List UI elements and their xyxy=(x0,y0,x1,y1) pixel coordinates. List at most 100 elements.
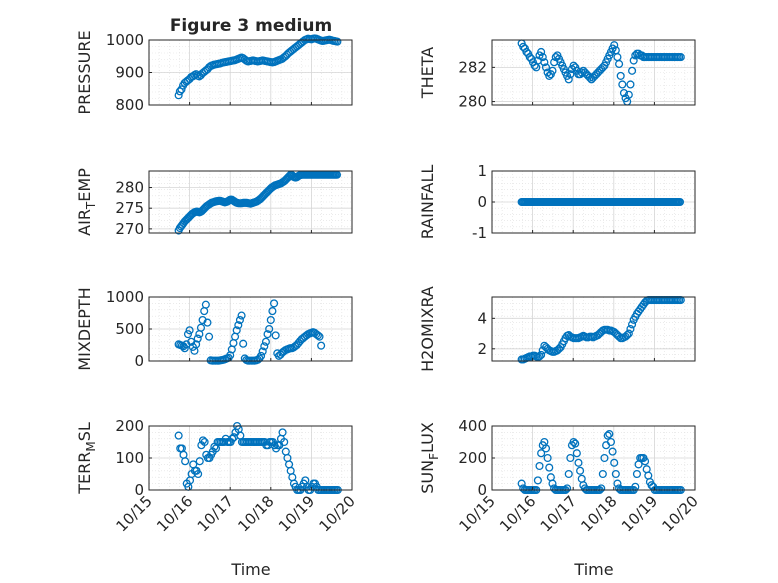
data-point xyxy=(629,56,638,65)
data-point xyxy=(228,434,237,443)
y-axis-label: MIXDEPTH xyxy=(75,287,94,370)
subplot-theta: 280 282 THETA xyxy=(418,39,696,111)
x-tick-label: 10/16 xyxy=(496,492,539,535)
data-point xyxy=(278,428,287,437)
data-point xyxy=(572,449,581,458)
series-theta xyxy=(517,39,685,106)
series-h2omixra xyxy=(517,295,685,364)
data-point xyxy=(574,458,583,467)
y-tick-label: 1000 xyxy=(106,288,144,306)
axes-box xyxy=(491,39,696,106)
y-tick-label: 500 xyxy=(115,320,144,338)
y-axis-label: H2OMIXRA xyxy=(418,286,437,372)
data-point xyxy=(271,331,280,340)
y-tick-label: 0 xyxy=(477,481,487,499)
subplot-mixdepth: 0 500 1000 MIXDEPTH xyxy=(75,287,353,371)
y-tick-label: 0 xyxy=(477,193,487,211)
y-tick-label: 900 xyxy=(115,64,144,82)
data-point xyxy=(195,457,204,466)
data-point xyxy=(541,444,551,453)
data-point xyxy=(263,330,272,339)
data-point xyxy=(626,80,635,89)
y-tick-label: 100 xyxy=(115,449,144,467)
axes-box xyxy=(491,296,696,362)
data-point xyxy=(196,323,206,332)
data-point xyxy=(193,334,202,343)
data-point xyxy=(540,58,549,67)
data-point xyxy=(237,311,246,320)
y-tick-label: 800 xyxy=(115,96,144,114)
data-point xyxy=(618,80,627,89)
data-point xyxy=(537,350,546,359)
data-point xyxy=(548,479,557,488)
data-point xyxy=(235,315,244,325)
data-point xyxy=(260,342,269,351)
data-point xyxy=(266,315,275,325)
x-tick-label: 10/18 xyxy=(577,492,620,535)
y-tick-label: 282 xyxy=(458,58,487,76)
x-tick-label: 10/17 xyxy=(194,492,237,535)
data-point xyxy=(603,431,612,440)
data-point xyxy=(538,53,547,62)
data-point xyxy=(564,469,573,479)
data-point xyxy=(615,59,624,68)
y-axis-label: SUNFLUX xyxy=(418,422,441,494)
series-air-temp xyxy=(174,170,342,235)
axes-box xyxy=(148,170,353,234)
data-point xyxy=(268,307,277,316)
series-mixdepth xyxy=(174,299,326,365)
x-tick-label: 10/17 xyxy=(537,492,580,535)
data-point xyxy=(257,351,266,360)
x-tick-label: 10/20 xyxy=(316,492,359,535)
y-tick-label: 1000 xyxy=(106,31,144,49)
x-tick-label: 10/18 xyxy=(234,492,277,535)
y-axis-label: AIRTEMP xyxy=(75,168,98,236)
data-point xyxy=(203,318,212,327)
y-tick-label: 200 xyxy=(458,449,487,467)
x-tick-label: 10/16 xyxy=(153,492,196,535)
y-tick-label: 0 xyxy=(134,352,144,370)
data-point xyxy=(566,453,575,463)
data-point xyxy=(265,324,274,334)
data-point xyxy=(641,457,650,466)
y-tick-label: 280 xyxy=(458,93,487,111)
y-tick-label: 200 xyxy=(115,417,144,435)
data-point xyxy=(201,300,210,309)
data-point xyxy=(569,437,578,447)
data-point xyxy=(194,469,203,479)
data-point xyxy=(315,332,324,341)
data-point xyxy=(541,63,551,72)
data-point xyxy=(611,469,620,479)
subplot-rainfall: -1 0 1 RAINFALL xyxy=(418,162,696,242)
data-point xyxy=(576,466,585,475)
data-point xyxy=(624,329,633,338)
data-point xyxy=(533,476,542,485)
data-point xyxy=(676,53,685,62)
data-point xyxy=(624,90,633,99)
data-point xyxy=(317,341,326,350)
data-point xyxy=(606,437,616,447)
subplot-air-temp: 270 275 280 AIRTEMP xyxy=(75,168,353,238)
data-point xyxy=(269,299,279,308)
data-point xyxy=(610,458,619,467)
data-point xyxy=(258,347,267,356)
data-point xyxy=(333,37,342,46)
data-point xyxy=(261,337,270,346)
data-point xyxy=(600,453,609,463)
x-tick-label: 10/20 xyxy=(659,492,702,535)
subplot-sun-flux: 0200400SUNFLUX10/1510/1610/1710/1810/191… xyxy=(418,417,702,535)
y-tick-label: 1 xyxy=(477,162,487,180)
data-point xyxy=(313,331,322,340)
data-point xyxy=(626,324,635,334)
data-point xyxy=(577,68,586,77)
data-point xyxy=(183,330,193,339)
data-point xyxy=(239,339,248,348)
y-axis-label: THETA xyxy=(418,47,437,99)
y-tick-label: 4 xyxy=(477,309,487,327)
data-point xyxy=(234,321,243,330)
data-point xyxy=(628,320,637,329)
data-point xyxy=(585,73,594,82)
y-tick-label: -1 xyxy=(472,224,487,242)
y-tick-label: 400 xyxy=(458,417,487,435)
